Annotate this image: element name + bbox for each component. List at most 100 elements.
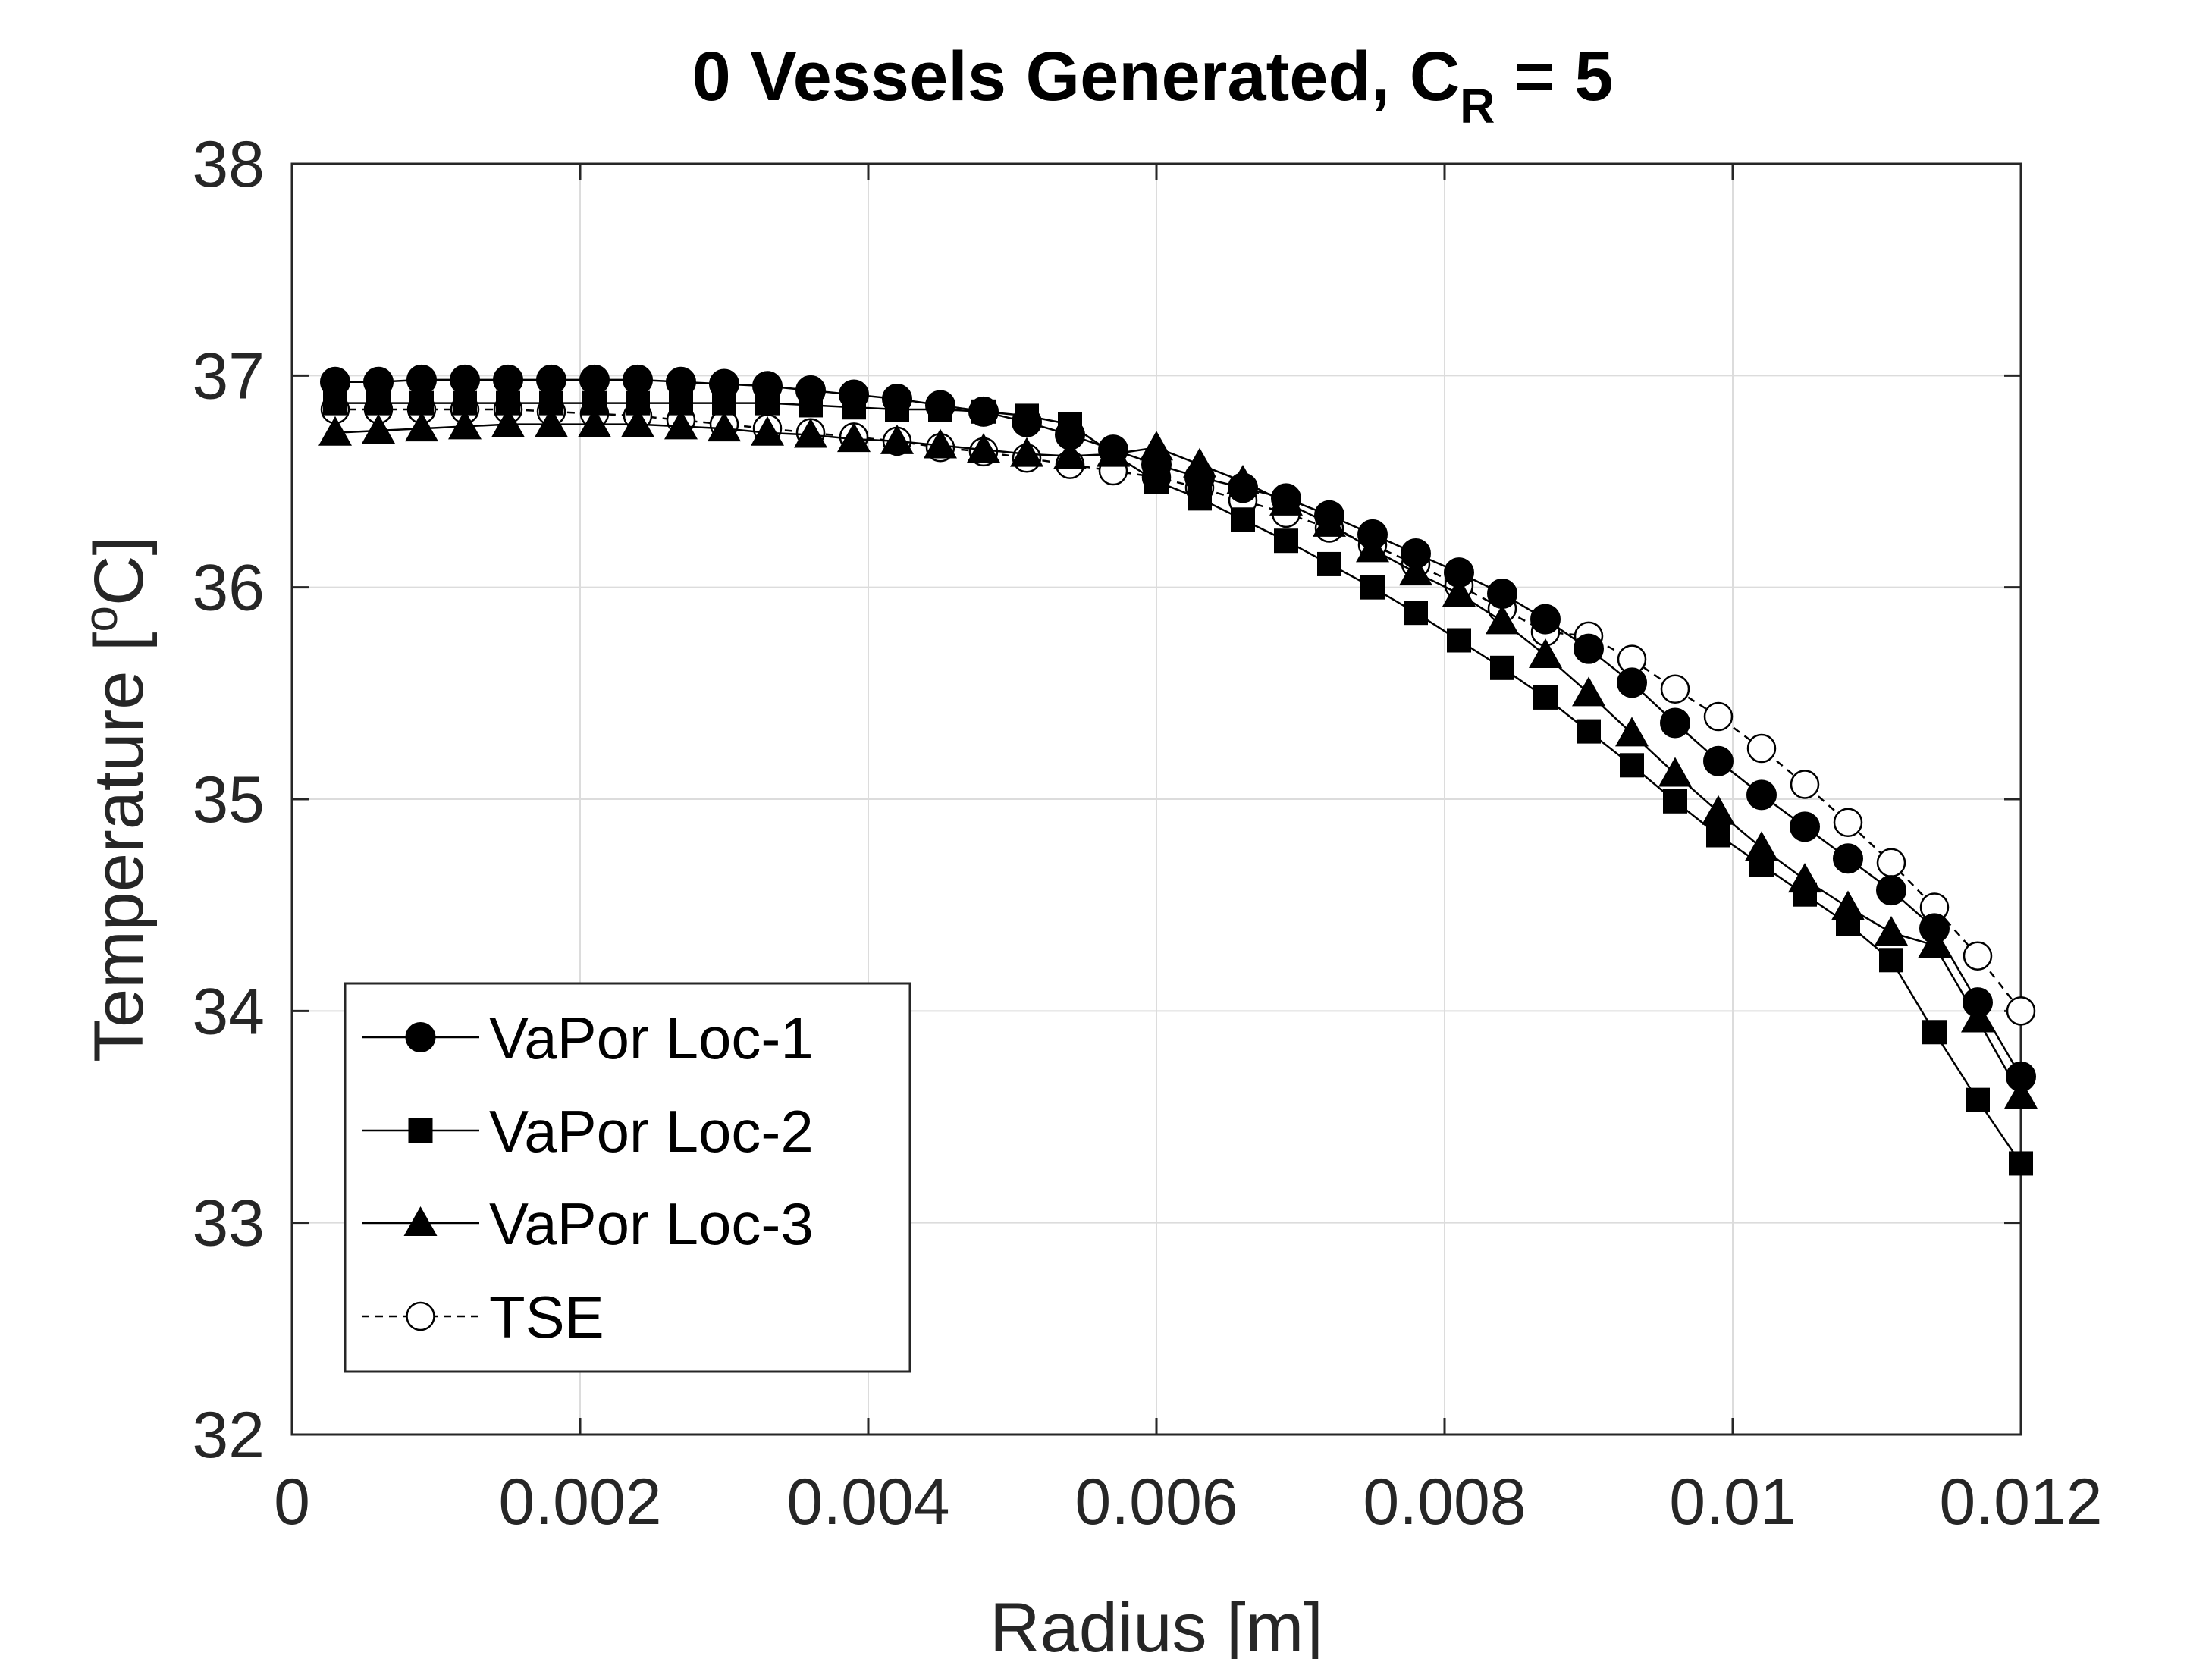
data-point-vapor-loc-1 xyxy=(2006,1061,2036,1092)
legend-label: TSE xyxy=(489,1284,604,1350)
y-tick-label: 33 xyxy=(192,1187,265,1260)
legend-marker xyxy=(405,1022,436,1052)
data-point-vapor-loc-2 xyxy=(1577,719,1601,744)
data-point-vapor-loc-3 xyxy=(535,407,568,437)
data-point-vapor-loc-3 xyxy=(1745,831,1778,861)
data-point-vapor-loc-3 xyxy=(1658,757,1692,787)
data-point-vapor-loc-3 xyxy=(1615,717,1649,747)
data-point-vapor-loc-1 xyxy=(1098,434,1128,466)
data-point-tse xyxy=(1833,808,1863,837)
data-point-vapor-loc-3 xyxy=(405,412,438,442)
data-point-vapor-loc-1 xyxy=(450,364,480,395)
data-point-vapor-loc-2 xyxy=(1317,551,1341,576)
chart-title: 0 Vessels Generated, CR = 5 xyxy=(692,38,1614,133)
y-tick-label: 34 xyxy=(192,975,265,1048)
series-line-vapor-loc-2 xyxy=(335,402,2022,1165)
data-point-vapor-loc-2 xyxy=(1966,1087,1990,1112)
y-tick-label: 32 xyxy=(192,1399,265,1472)
data-point-tse xyxy=(1790,770,1820,799)
data-point-vapor-loc-1 xyxy=(1487,579,1517,610)
series-line-vapor-loc-3 xyxy=(334,423,2022,1096)
data-point-vapor-loc-1 xyxy=(1919,913,1950,944)
data-point-vapor-loc-3 xyxy=(1442,577,1476,607)
data-point-vapor-loc-3 xyxy=(664,409,698,440)
data-point-vapor-loc-1 xyxy=(363,366,394,397)
data-point-vapor-loc-1 xyxy=(1963,987,1993,1018)
series-vapor-loc-1 xyxy=(320,364,2036,1092)
x-tick-label: 0.01 xyxy=(1669,1466,1796,1538)
y-tick-label: 37 xyxy=(192,340,265,412)
data-point-tse xyxy=(2006,996,2036,1026)
legend-marker xyxy=(406,1301,435,1331)
data-point-vapor-loc-3 xyxy=(621,407,654,437)
data-point-vapor-loc-1 xyxy=(968,396,999,427)
data-point-vapor-loc-2 xyxy=(1360,575,1385,600)
legend-box xyxy=(344,982,911,1373)
legend-marker xyxy=(403,1206,438,1236)
data-point-vapor-loc-1 xyxy=(1876,875,1906,906)
x-axis-label: Radius [m] xyxy=(990,1589,1323,1659)
data-point-vapor-loc-2 xyxy=(1490,655,1514,680)
data-point-vapor-loc-3 xyxy=(924,428,957,459)
x-tick-label: 0.004 xyxy=(786,1466,949,1538)
data-point-vapor-loc-3 xyxy=(1053,439,1087,469)
data-point-vapor-loc-1 xyxy=(536,364,566,395)
data-point-vapor-loc-1 xyxy=(406,364,437,395)
data-point-vapor-loc-1 xyxy=(752,371,783,402)
data-point-vapor-loc-2 xyxy=(1706,823,1730,848)
y-tick-label: 38 xyxy=(192,128,265,201)
legend-item-tse: TSE xyxy=(362,1284,604,1350)
data-point-vapor-loc-3 xyxy=(1010,437,1043,467)
data-point-tse xyxy=(1746,733,1777,764)
data-point-vapor-loc-1 xyxy=(1184,462,1215,493)
data-point-vapor-loc-3 xyxy=(362,413,395,444)
data-point-vapor-loc-1 xyxy=(1141,449,1172,480)
data-point-vapor-loc-1 xyxy=(925,390,955,421)
data-point-vapor-loc-3 xyxy=(1788,863,1821,893)
data-point-tse xyxy=(1876,848,1906,878)
data-point-vapor-loc-2 xyxy=(409,390,434,416)
y-axis-label: Temperature [oC] xyxy=(75,536,158,1062)
data-point-vapor-loc-2 xyxy=(1231,507,1255,532)
data-point-vapor-loc-2 xyxy=(1404,601,1428,626)
data-point-vapor-loc-2 xyxy=(1879,948,1903,973)
data-point-vapor-loc-1 xyxy=(1228,472,1258,503)
data-point-vapor-loc-3 xyxy=(837,422,871,453)
data-point-vapor-loc-3 xyxy=(491,407,525,437)
data-point-vapor-loc-1 xyxy=(623,364,653,395)
data-point-vapor-loc-1 xyxy=(666,366,696,397)
data-point-vapor-loc-3 xyxy=(448,409,482,440)
series-line-vapor-loc-1 xyxy=(335,378,2022,1077)
data-point-vapor-loc-1 xyxy=(882,384,912,415)
data-point-vapor-loc-1 xyxy=(1530,604,1561,635)
data-point-vapor-loc-1 xyxy=(1746,779,1777,811)
y-tick-label: 35 xyxy=(192,764,265,836)
legend-label: VaPor Loc-3 xyxy=(489,1190,814,1257)
data-point-vapor-loc-1 xyxy=(1833,843,1863,874)
data-point-tse xyxy=(1660,674,1690,704)
legend: VaPor Loc-1 VaPor Loc-2 VaPor Loc-3 TSE xyxy=(344,982,911,1373)
data-point-vapor-loc-1 xyxy=(1617,667,1647,698)
data-point-vapor-loc-3 xyxy=(751,416,784,446)
y-tick-label: 36 xyxy=(192,552,265,625)
data-point-vapor-loc-1 xyxy=(1314,500,1344,531)
data-point-vapor-loc-3 xyxy=(1875,915,1908,946)
data-point-vapor-loc-2 xyxy=(1663,789,1687,814)
x-tick-label: 0.008 xyxy=(1363,1466,1526,1538)
data-point-vapor-loc-1 xyxy=(320,366,350,397)
data-point-vapor-loc-3 xyxy=(1529,638,1562,669)
data-point-vapor-loc-1 xyxy=(1055,419,1085,450)
data-point-vapor-loc-1 xyxy=(579,364,610,395)
data-point-vapor-loc-2 xyxy=(1533,685,1558,710)
data-point-vapor-loc-3 xyxy=(1702,795,1735,825)
data-point-vapor-loc-2 xyxy=(1274,528,1298,554)
legend-label: VaPor Loc-1 xyxy=(489,1005,814,1071)
data-point-vapor-loc-3 xyxy=(967,433,1000,463)
x-tick-label: 0.006 xyxy=(1075,1466,1238,1538)
data-point-vapor-loc-3 xyxy=(1572,676,1605,707)
data-point-vapor-loc-3 xyxy=(708,412,741,442)
data-point-vapor-loc-1 xyxy=(1401,538,1431,569)
data-point-vapor-loc-1 xyxy=(795,375,826,406)
